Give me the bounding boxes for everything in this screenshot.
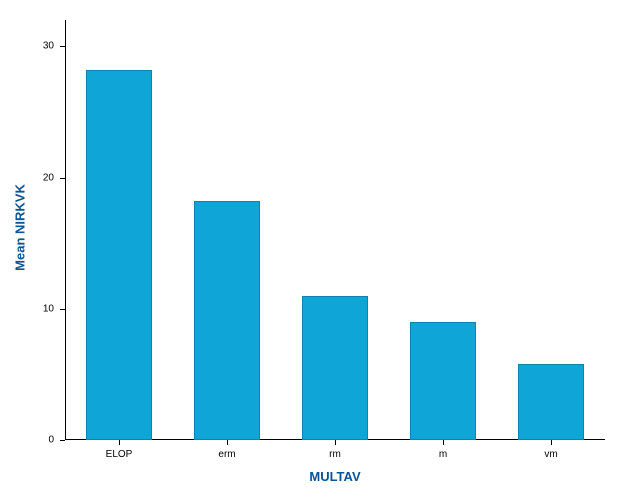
x-tick — [443, 440, 444, 445]
y-tick-label: 30 — [0, 41, 54, 52]
x-tick — [335, 440, 336, 445]
bar — [518, 364, 585, 440]
bar — [86, 70, 153, 440]
y-tick — [60, 309, 65, 310]
x-tick-label: rm — [329, 449, 341, 460]
x-tick — [551, 440, 552, 445]
x-tick-label: erm — [218, 449, 235, 460]
y-tick — [60, 178, 65, 179]
x-tick — [119, 440, 120, 445]
bar — [410, 322, 477, 440]
x-tick — [227, 440, 228, 445]
x-axis-label: MULTAV — [65, 469, 605, 484]
y-tick — [60, 46, 65, 47]
y-tick — [60, 440, 65, 441]
y-tick-label: 0 — [0, 435, 54, 446]
y-tick-label: 20 — [0, 172, 54, 183]
y-axis-label: Mean NIRKVK — [13, 168, 28, 288]
x-tick-label: m — [439, 449, 447, 460]
bar — [194, 201, 261, 440]
x-tick-label: vm — [544, 449, 557, 460]
x-tick-label: ELOP — [106, 449, 133, 460]
bar-chart: Mean NIRKVK MULTAV 0 10 20 30 ELOP erm rm m vm — [0, 0, 625, 500]
y-tick-label: 10 — [0, 303, 54, 314]
bar — [302, 296, 369, 440]
